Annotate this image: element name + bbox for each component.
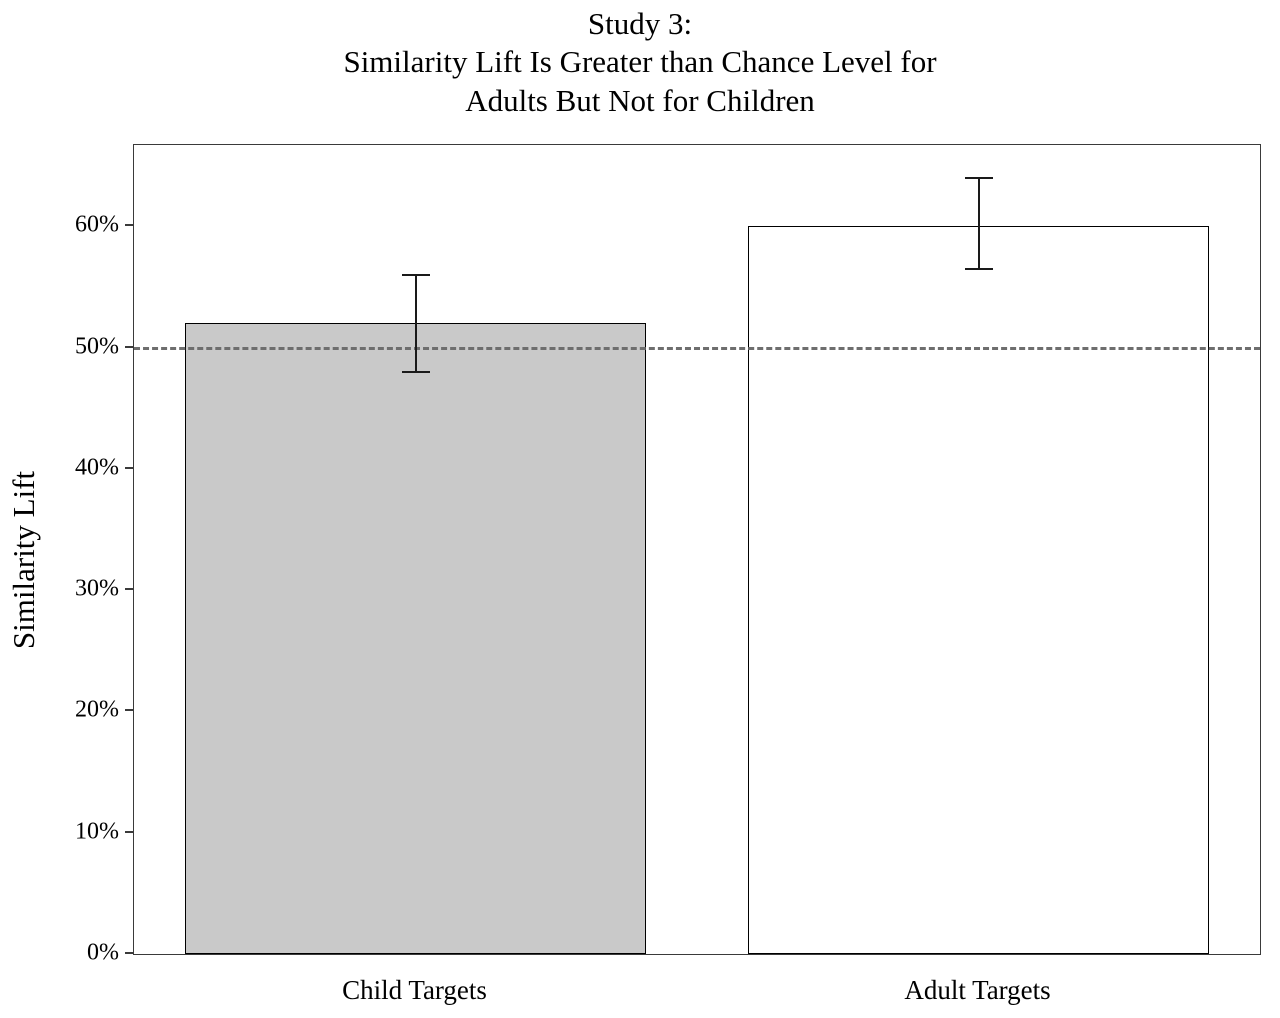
y-tick-label-0: 0% bbox=[87, 939, 119, 966]
plot-area bbox=[133, 144, 1261, 955]
error-cap-top-adult-targets bbox=[964, 176, 993, 179]
y-tick-label-30: 30% bbox=[75, 575, 119, 602]
y-tick-label-40: 40% bbox=[75, 454, 119, 481]
y-axis-label: Similarity Lift bbox=[6, 470, 41, 650]
y-tick-mark bbox=[125, 345, 133, 348]
y-tick-label-10: 10% bbox=[75, 818, 119, 845]
error-bar-child-targets bbox=[414, 274, 417, 372]
chart-title: Study 3: Similarity Lift Is Greater than… bbox=[0, 5, 1280, 120]
error-bar-adult-targets bbox=[977, 177, 980, 269]
y-tick-mark bbox=[125, 466, 133, 469]
y-tick-label-50: 50% bbox=[75, 333, 119, 360]
y-tick-mark bbox=[125, 588, 133, 591]
chart-title-line-2: Similarity Lift Is Greater than Chance L… bbox=[343, 44, 937, 80]
x-label-adult-targets: Adult Targets bbox=[904, 975, 1051, 1005]
y-tick-mark bbox=[125, 224, 133, 227]
y-tick-label-60: 60% bbox=[75, 211, 119, 238]
error-cap-bottom-child-targets bbox=[401, 370, 430, 373]
error-cap-bottom-adult-targets bbox=[964, 267, 993, 270]
y-tick-mark bbox=[125, 709, 133, 712]
bar-adult-targets bbox=[747, 226, 1210, 954]
chance-level-reference-line bbox=[134, 346, 1260, 350]
chart-title-line-1: Study 3: bbox=[587, 6, 693, 41]
y-tick-mark bbox=[125, 830, 133, 833]
bar-child-targets bbox=[184, 323, 647, 954]
y-tick-mark bbox=[125, 952, 133, 954]
error-cap-top-child-targets bbox=[401, 273, 430, 276]
x-label-child-targets: Child Targets bbox=[342, 975, 487, 1005]
chart-title-line-3: Adults But Not for Children bbox=[465, 82, 815, 118]
y-tick-label-20: 20% bbox=[75, 696, 119, 723]
